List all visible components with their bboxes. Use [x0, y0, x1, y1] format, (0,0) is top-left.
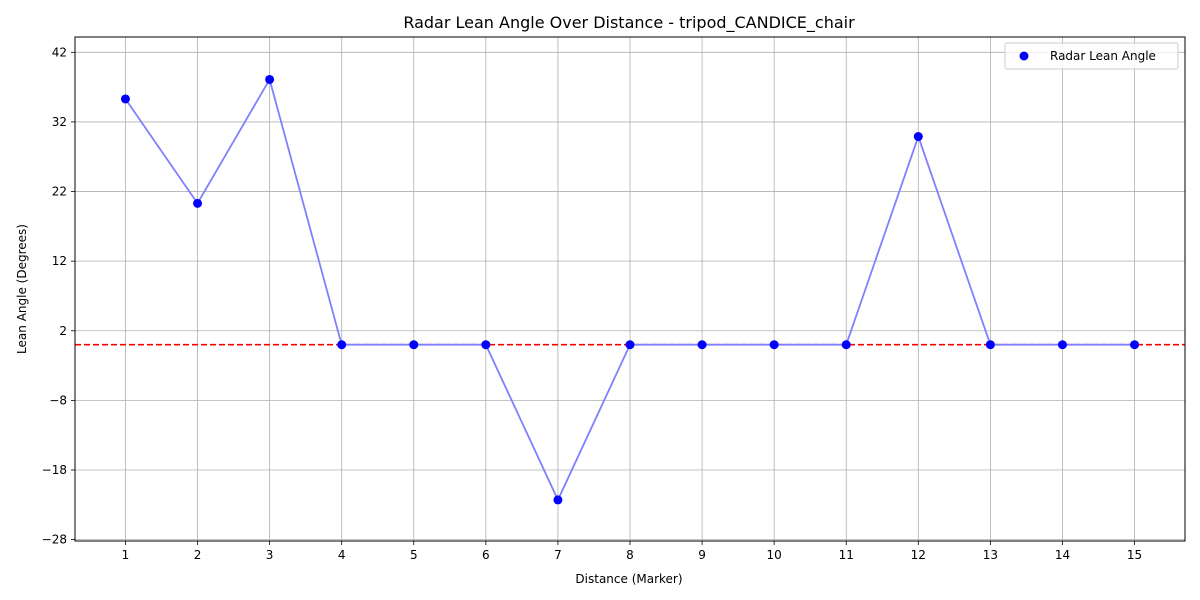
data-point	[120, 94, 130, 104]
data-point	[769, 340, 779, 350]
y-tick-label: 2	[59, 324, 67, 338]
data-point	[265, 74, 275, 84]
x-tick-label: 6	[482, 548, 490, 562]
data-point	[553, 495, 563, 505]
x-tick-label: 12	[911, 548, 926, 562]
data-point	[337, 340, 347, 350]
x-tick-label: 4	[338, 548, 346, 562]
data-point	[409, 340, 419, 350]
data-point	[193, 198, 203, 208]
x-tick-label: 3	[266, 548, 274, 562]
chart-title: Radar Lean Angle Over Distance - tripod_…	[403, 13, 855, 33]
y-tick-label: −18	[42, 463, 67, 477]
grid	[75, 37, 1185, 541]
y-tick-label: −8	[49, 393, 67, 407]
data-point	[625, 340, 635, 350]
x-tick-label: 5	[410, 548, 418, 562]
x-tick-label: 9	[698, 548, 706, 562]
x-tick-label: 14	[1055, 548, 1070, 562]
x-tick-label: 1	[122, 548, 130, 562]
y-tick-label: −28	[42, 533, 67, 547]
x-axis-title: Distance (Marker)	[575, 572, 682, 586]
data-point	[1057, 340, 1067, 350]
x-tick-label: 7	[554, 548, 562, 562]
x-tick-label: 11	[839, 548, 854, 562]
x-tick-label: 8	[626, 548, 634, 562]
y-tick-label: 42	[52, 45, 67, 59]
data-point	[1130, 340, 1140, 350]
legend-marker	[1019, 51, 1029, 61]
data-point	[985, 340, 995, 350]
legend-label: Radar Lean Angle	[1050, 49, 1156, 63]
data-point	[913, 132, 923, 142]
x-tick-label: 13	[983, 548, 998, 562]
data-point	[697, 340, 707, 350]
y-tick-label: 32	[52, 115, 67, 129]
x-tick-label: 15	[1127, 548, 1142, 562]
data-points	[120, 74, 1140, 505]
legend-box	[1004, 42, 1179, 70]
data-point	[481, 340, 491, 350]
y-axis-title: Lean Angle (Degrees)	[15, 224, 29, 354]
y-tick-label: 12	[52, 254, 67, 268]
data-point	[841, 340, 851, 350]
y-tick-label: 22	[52, 185, 67, 199]
x-tick-label: 10	[767, 548, 782, 562]
legend: Radar Lean Angle	[1004, 42, 1179, 70]
x-tick-label: 2	[194, 548, 202, 562]
